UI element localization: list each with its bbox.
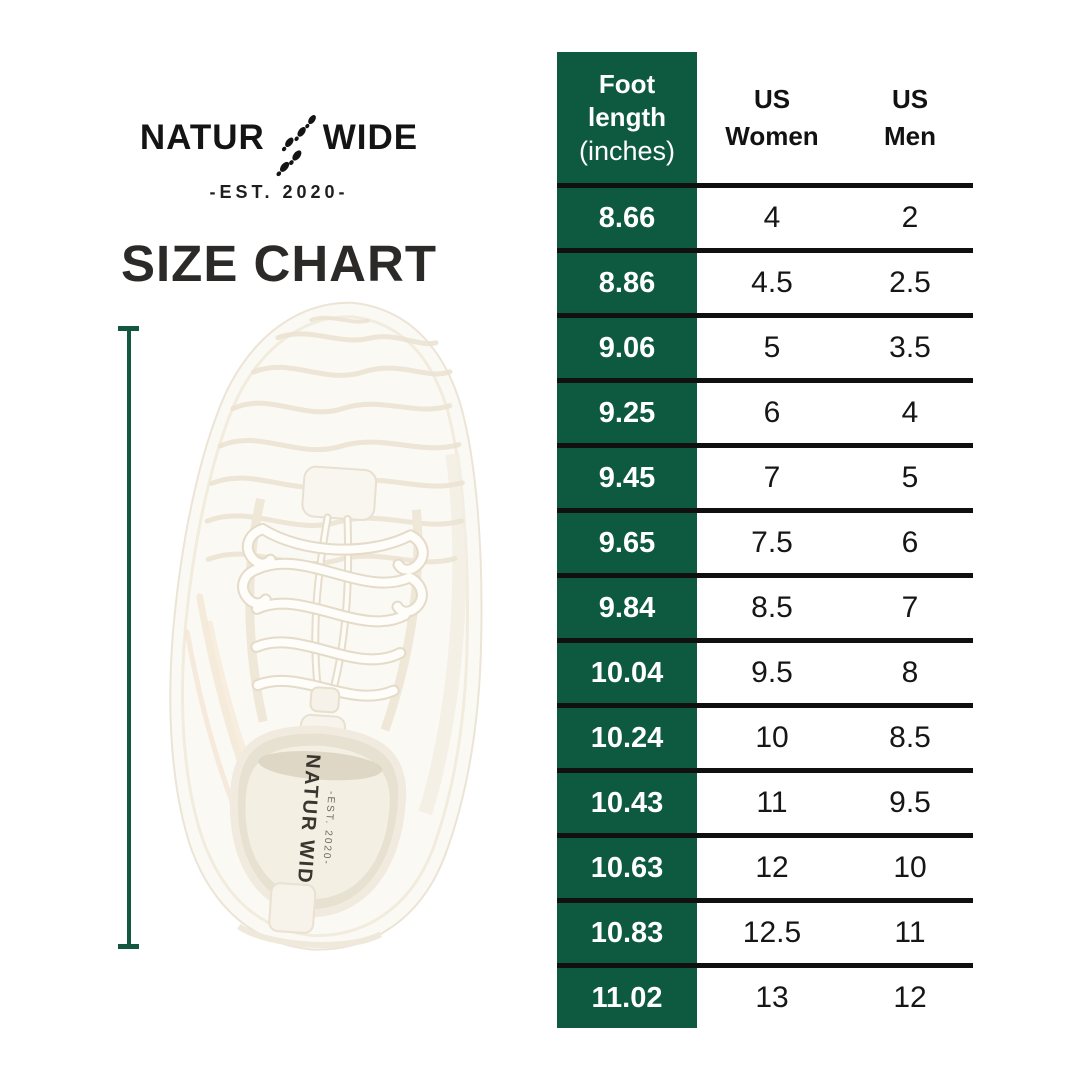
us-women-cell: 9.5 xyxy=(751,656,793,689)
us-men-cell: 5 xyxy=(901,461,919,494)
measure-cap-bottom-icon xyxy=(118,944,139,949)
heel-tab xyxy=(268,882,317,934)
foot-length-cell: 10.04 xyxy=(557,643,697,703)
us-men-cell: 11 xyxy=(894,916,926,949)
us-men-cell: 2.5 xyxy=(889,266,931,299)
us-men-cell: 8.5 xyxy=(889,721,931,754)
table-row: 10.04 9.5 8 xyxy=(557,638,973,703)
us-men-cell: 12 xyxy=(893,981,927,1014)
table-row: 9.25 6 4 xyxy=(557,378,973,443)
us-women-cell: 12.5 xyxy=(742,916,802,949)
brand-name-right: WIDE xyxy=(322,118,419,157)
header-foot-line2: length xyxy=(588,101,666,132)
foot-length-cell: 8.86 xyxy=(557,253,697,313)
foot-length-cell: 10.63 xyxy=(557,838,697,898)
tongue-patch xyxy=(301,465,378,521)
us-women-cell: 4 xyxy=(763,201,781,234)
us-men-cell: 2 xyxy=(901,201,919,234)
shoe-photo: NATUR WIDE -EST. 2020- xyxy=(169,301,483,951)
page-title: SIZE CHART xyxy=(121,235,437,292)
us-women-cell: 11 xyxy=(756,786,788,819)
us-women-cell: 8.5 xyxy=(751,591,793,624)
foot-length-cell: 10.83 xyxy=(557,903,697,963)
header-men-line1: US xyxy=(891,83,929,114)
foot-length-cell: 10.43 xyxy=(557,773,697,833)
header-men-line2: Men xyxy=(884,120,936,151)
table-row: 9.45 7 5 xyxy=(557,443,973,508)
foot-length-cell: 8.66 xyxy=(557,188,697,248)
brand-logo: NATUR WIDE xyxy=(0,115,558,177)
us-women-cell: 6 xyxy=(763,396,781,429)
lace-lock xyxy=(309,686,341,714)
foot-length-cell: 9.65 xyxy=(557,513,697,573)
table-row: 10.24 10 8.5 xyxy=(557,703,973,768)
us-men-cell: 10 xyxy=(893,851,927,884)
measure-bar xyxy=(127,327,131,946)
foot-length-cell: 9.06 xyxy=(557,318,697,378)
us-women-cell: 5 xyxy=(763,331,781,364)
table-row: 8.86 4.5 2.5 xyxy=(557,248,973,313)
us-women-cell: 7 xyxy=(763,461,781,494)
us-men-cell: 6 xyxy=(901,526,919,559)
table-row: 9.06 5 3.5 xyxy=(557,313,973,378)
us-women-cell: 12 xyxy=(755,851,789,884)
footprints-icon xyxy=(276,115,316,177)
foot-length-cell: 11.02 xyxy=(557,968,697,1028)
shoe-body: NATUR WIDE -EST. 2020- xyxy=(169,301,483,951)
us-women-cell: 7.5 xyxy=(751,526,793,559)
table-header: Foot length (inches) US Women US Men xyxy=(557,52,973,188)
table-row: 10.63 12 10 xyxy=(557,833,973,898)
brand-name-left: NATUR xyxy=(139,118,265,157)
table-row: 8.66 4 2 xyxy=(557,188,973,248)
us-men-cell: 8 xyxy=(901,656,919,689)
table-row: 9.84 8.5 7 xyxy=(557,573,973,638)
header-foot-length: Foot length (inches) xyxy=(557,52,697,183)
foot-length-cell: 9.25 xyxy=(557,383,697,443)
brand-established: -EST. 2020- xyxy=(209,182,349,202)
header-us-men: US Men xyxy=(847,52,973,183)
insole-est-text: -EST. 2020- xyxy=(320,791,336,866)
table-row: 11.02 13 12 xyxy=(557,963,973,1028)
table-row: 10.43 11 9.5 xyxy=(557,768,973,833)
insole xyxy=(245,745,390,900)
table-row: 9.65 7.5 6 xyxy=(557,508,973,573)
header-foot-line1: Foot xyxy=(598,68,656,99)
header-foot-line3: (inches) xyxy=(578,135,676,166)
us-women-cell: 10 xyxy=(755,721,789,754)
header-women-line2: Women xyxy=(725,120,819,151)
us-men-cell: 9.5 xyxy=(889,786,931,819)
header-us-women: US Women xyxy=(697,52,847,183)
us-women-cell: 4.5 xyxy=(751,266,793,299)
size-table: Foot length (inches) US Women US Men 8.6… xyxy=(557,52,973,1028)
foot-length-cell: 10.24 xyxy=(557,708,697,768)
foot-length-cell: 9.45 xyxy=(557,448,697,508)
table-row: 10.83 12.5 11 xyxy=(557,898,973,963)
header-women-line1: US xyxy=(753,83,791,114)
us-men-cell: 3.5 xyxy=(889,331,931,364)
us-men-cell: 7 xyxy=(901,591,919,624)
us-men-cell: 4 xyxy=(901,396,919,429)
foot-length-cell: 9.84 xyxy=(557,578,697,638)
us-women-cell: 13 xyxy=(755,981,789,1014)
